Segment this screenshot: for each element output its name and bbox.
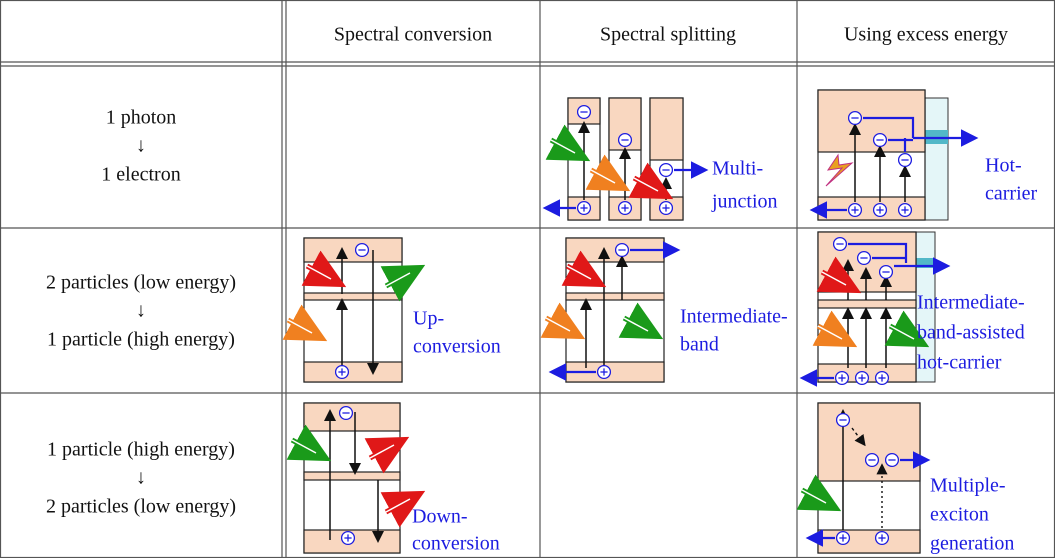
column-header: Spectral splitting — [600, 24, 736, 46]
diagram-label: carrier — [985, 183, 1038, 205]
diagram-label: conversion — [412, 533, 500, 555]
multi-junction-diagram — [542, 97, 709, 221]
diagram-label: conversion — [413, 336, 501, 358]
diagram-label: exciton — [930, 504, 989, 526]
diagram-label: Multiple- — [930, 475, 1006, 497]
diagram-label: Down- — [412, 506, 468, 528]
column-header: Using excess energy — [844, 24, 1008, 46]
row-label: ↓ — [136, 467, 146, 489]
diagram-label: band-assisted — [917, 322, 1025, 344]
row-label: ↓ — [136, 135, 146, 157]
down-conversion-diagram — [292, 402, 412, 554]
diagram-label: hot-carrier — [917, 352, 1002, 374]
row-label: 2 particles (low energy) — [46, 496, 236, 518]
up-conversion-diagram — [288, 237, 412, 383]
diagram-label: Hot- — [985, 155, 1022, 177]
hot-carrier-diagram — [809, 89, 979, 221]
diagram-label: Up- — [413, 308, 444, 330]
row-label: 1 particle (high energy) — [47, 329, 235, 351]
row-label: 1 particle (high energy) — [47, 439, 235, 461]
row-label: 1 electron — [101, 164, 180, 186]
diagram-label: junction — [711, 191, 778, 213]
row-label: 2 particles (low energy) — [46, 272, 236, 294]
diagram-label: generation — [930, 533, 1014, 555]
ib-hot-carrier-diagram — [799, 231, 951, 387]
meg-diagram — [802, 402, 931, 554]
diagram-label: Multi- — [712, 158, 763, 180]
diagram-label: Intermediate- — [680, 306, 788, 328]
diagram-label: Intermediate- — [917, 292, 1025, 314]
intermediate-band-diagram — [546, 237, 681, 383]
row-label: 1 photon — [106, 107, 177, 129]
column-header: Spectral conversion — [334, 24, 492, 46]
row-label: ↓ — [136, 300, 146, 322]
diagram-label: band — [680, 334, 719, 356]
